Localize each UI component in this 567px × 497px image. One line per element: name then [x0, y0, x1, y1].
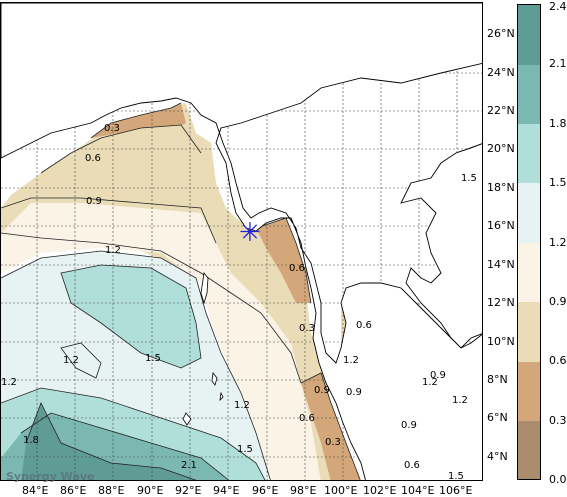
colorbar-segment — [518, 124, 540, 183]
lon-label: 88°E — [98, 484, 125, 497]
contour-label: 0.9 — [401, 420, 417, 431]
contour-label: 0.3 — [104, 123, 120, 134]
colorbar-segment — [518, 183, 540, 243]
location-marker-icon[interactable]: ✳ — [239, 218, 261, 248]
lon-label: 92°E — [175, 484, 202, 497]
contour-label: 0.9 — [346, 387, 362, 398]
lat-label: 22°N — [487, 104, 515, 117]
lon-label: 102°E — [363, 484, 397, 497]
contour-label: 0.9 — [430, 370, 446, 381]
contour-label-group: 0.3 0.6 0.9 1.2 1.5 1.2 1.2 1.5 1.2 1.8 … — [1, 123, 477, 481]
colorbar-segment — [518, 362, 540, 421]
lon-label: 94°E — [213, 484, 240, 497]
contour-label: 1.2 — [452, 395, 468, 406]
map-panel[interactable]: 0.3 0.6 0.9 1.2 1.5 1.2 1.2 1.5 1.2 1.8 … — [0, 2, 483, 481]
lon-label: 100°E — [324, 484, 358, 497]
contour-label: 1.5 — [237, 444, 253, 455]
colorbar-segment — [518, 65, 540, 124]
land — [1, 3, 482, 480]
watermark: Synergy Wave — [6, 470, 95, 483]
band-0p3-0p6-malaysia — [301, 373, 361, 480]
band-0p3-0p6-north — [91, 103, 186, 138]
colorbar-segment — [518, 421, 540, 479]
colorbar-segment — [518, 5, 540, 65]
band-0p6-0p9-bay — [41, 125, 211, 183]
colorbar-tick-label: 1.5 — [549, 176, 567, 189]
lon-label: 84°E — [22, 484, 49, 497]
colorbar-tick-label: 2.4 — [549, 0, 567, 13]
contour-label: 1.5 — [461, 173, 477, 184]
lon-label: 98°E — [290, 484, 317, 497]
colorbar-tick-label: 0.9 — [549, 295, 567, 308]
contour-label: 1.2 — [63, 355, 79, 366]
lat-label: 12°N — [487, 296, 515, 309]
andaman-islands — [182, 272, 224, 426]
lat-label: 16°N — [487, 219, 515, 232]
lat-label: 14°N — [487, 258, 515, 271]
colorbar-tick-label: 0.6 — [549, 354, 567, 367]
band-0p9-1p2 — [1, 203, 321, 480]
contour-label: 1.2 — [234, 400, 250, 411]
lat-label: 4°N — [487, 450, 508, 463]
lat-label: 20°N — [487, 142, 515, 155]
contour-label: 0.6 — [289, 263, 305, 274]
lon-label: 104°E — [401, 484, 435, 497]
contour-label: 2.1 — [181, 460, 197, 471]
colorbar-tick-label: 1.2 — [549, 236, 567, 249]
colorbar-tick-label: 0.0 — [549, 473, 567, 486]
band-2p1-2p4 — [21, 403, 196, 480]
contour-label: 1.2 — [422, 377, 438, 388]
contour-label: 0.3 — [299, 323, 315, 334]
contour-label: 1.5 — [448, 471, 464, 481]
lat-label: 8°N — [487, 373, 508, 386]
lon-label: 106°E — [439, 484, 473, 497]
contour-label: 0.3 — [325, 437, 341, 448]
contour-label: 1.8 — [23, 435, 39, 446]
lat-label: 6°N — [487, 411, 508, 424]
contour-label: 1.2 — [1, 377, 17, 388]
contour-label: 1.5 — [145, 353, 161, 364]
contour-label: 0.6 — [299, 413, 315, 424]
colorbar-segment — [518, 302, 540, 362]
contour-label: 1.2 — [343, 355, 359, 366]
lat-label: 26°N — [487, 27, 515, 40]
colorbar-tick-label: 2.1 — [549, 57, 567, 70]
colorbar-segment — [518, 243, 540, 302]
lat-label: 18°N — [487, 181, 515, 194]
colorbar-tick-label: 1.8 — [549, 117, 567, 130]
land-bengal-coast — [1, 3, 482, 480]
colorbar-tick-label: 0.3 — [549, 414, 567, 427]
band-0p3-0p6-andaman — [256, 218, 311, 303]
contour-label: 0.6 — [404, 460, 420, 471]
lon-label: 90°E — [137, 484, 164, 497]
lat-label: 10°N — [487, 335, 515, 348]
wave-height-map: 0.3 0.6 0.9 1.2 1.5 1.2 1.2 1.5 1.2 1.8 … — [1, 3, 482, 481]
lat-label: 24°N — [487, 66, 515, 79]
lon-label: 86°E — [60, 484, 87, 497]
colorbar — [517, 4, 541, 480]
contour-label: 0.6 — [85, 153, 101, 164]
lon-label: 96°E — [252, 484, 279, 497]
contour-label: 0.6 — [356, 320, 372, 331]
contour-label: 0.9 — [86, 196, 102, 207]
contour-label: 1.2 — [105, 245, 121, 256]
contour-label: 0.9 — [314, 385, 330, 396]
